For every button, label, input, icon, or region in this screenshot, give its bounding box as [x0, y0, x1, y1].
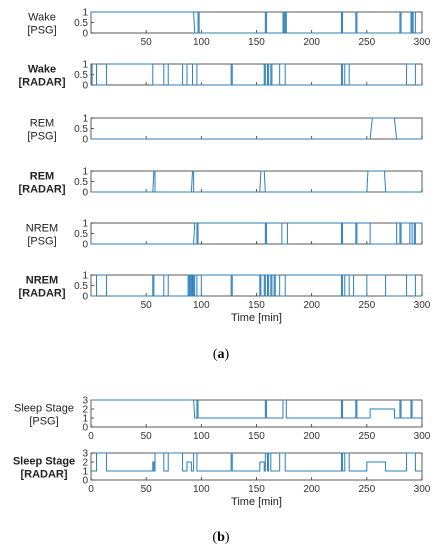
x-tick-label: 150 [248, 484, 265, 495]
x-tick-label: 150 [248, 431, 265, 442]
series-line [91, 63, 422, 86]
series-line [91, 222, 422, 245]
x-tick-label: 150 [248, 37, 265, 48]
x-tick-label: 250 [358, 300, 375, 311]
series-label: Sleep Stage [PSG] [14, 403, 74, 428]
series-label: Sleep Stage [RADAR] [13, 456, 75, 481]
x-tick-label: 50 [141, 431, 153, 442]
x-tick-label: 50 [141, 37, 153, 48]
y-tick-label: 1 [82, 219, 88, 230]
subplot-a-4: 00.51 NREM [PSG] [26, 219, 423, 251]
y-tick-label: 0 [82, 423, 88, 434]
series-line [91, 170, 422, 193]
x-axis-title: Time [min] [231, 496, 282, 508]
x-tick-label: 150 [248, 300, 265, 311]
subplot-a-2: 00.51 REM [PSG] [27, 114, 423, 146]
x-tick-label: 100 [193, 431, 210, 442]
x-tick-label: 0 [88, 484, 94, 495]
subplot-a-3: 00.51 REM [RADAR] [18, 167, 423, 199]
x-tick-label: 200 [303, 484, 320, 495]
axes-frame [90, 63, 423, 86]
y-tick-label: 0.5 [74, 177, 88, 188]
y-tick-label: 3 [82, 396, 88, 407]
x-tick-label: 50 [141, 484, 153, 495]
series-label: REM [PSG] [27, 118, 56, 143]
y-tick-label: 1 [82, 60, 88, 71]
y-tick-label: 2 [82, 405, 88, 416]
series-line [91, 399, 422, 419]
x-tick-label: 200 [303, 431, 320, 442]
x-tick-label: 250 [358, 431, 375, 442]
y-tick-label: 0 [82, 240, 88, 251]
y-tick-label: 0.5 [74, 281, 88, 292]
series-line [91, 117, 422, 140]
y-tick-label: 1 [82, 8, 88, 19]
axes-frame [90, 399, 423, 428]
x-tick-label: 300 [414, 300, 431, 311]
series-label: REM [RADAR] [18, 171, 65, 196]
series-label: Wake [RADAR] [18, 64, 65, 89]
caption-a: (a) [213, 347, 230, 362]
x-axis-title: Time [min] [231, 312, 282, 324]
y-tick-label: 0 [82, 476, 88, 487]
subplot-a-1: 00.51 Wake [RADAR] [18, 60, 423, 92]
x-tick-label: 300 [414, 484, 431, 495]
series-label: NREM [PSG] [26, 223, 58, 248]
x-tick-label: 0 [88, 431, 94, 442]
y-tick-label: 1 [82, 271, 88, 282]
y-tick-label: 1 [82, 414, 88, 425]
x-tick-label: 200 [303, 300, 320, 311]
caption-b: (b) [212, 530, 229, 545]
y-tick-label: 0.5 [74, 18, 88, 29]
y-tick-label: 1 [82, 114, 88, 125]
x-tick-label: 100 [193, 37, 210, 48]
x-tick-label: 100 [193, 300, 210, 311]
series-line [91, 274, 422, 297]
axes-frame [90, 274, 423, 297]
y-tick-label: 0 [82, 188, 88, 199]
x-tick-label: 250 [358, 484, 375, 495]
y-tick-label: 0 [82, 292, 88, 303]
y-tick-label: 0 [82, 29, 88, 40]
y-tick-label: 2 [82, 458, 88, 469]
y-tick-label: 1 [82, 467, 88, 478]
x-tick-label: 100 [193, 484, 210, 495]
y-tick-label: 0.5 [74, 70, 88, 81]
y-tick-label: 0 [82, 135, 88, 146]
axes-frame [90, 170, 423, 193]
series-label: Wake [PSG] [27, 12, 56, 37]
series-line [91, 11, 422, 34]
series-label: NREM [RADAR] [18, 275, 65, 300]
x-tick-label: 300 [414, 431, 431, 442]
y-tick-label: 0 [82, 81, 88, 92]
x-tick-label: 50 [141, 300, 153, 311]
series-line [91, 452, 422, 472]
x-tick-label: 250 [358, 37, 375, 48]
y-tick-label: 0.5 [74, 229, 88, 240]
y-tick-label: 3 [82, 449, 88, 460]
x-tick-label: 300 [414, 37, 431, 48]
y-tick-label: 0.5 [74, 124, 88, 135]
x-tick-label: 200 [303, 37, 320, 48]
axes-frame [90, 11, 423, 34]
axes-frame [90, 452, 423, 481]
axes-frame [90, 222, 423, 245]
y-tick-label: 1 [82, 167, 88, 178]
